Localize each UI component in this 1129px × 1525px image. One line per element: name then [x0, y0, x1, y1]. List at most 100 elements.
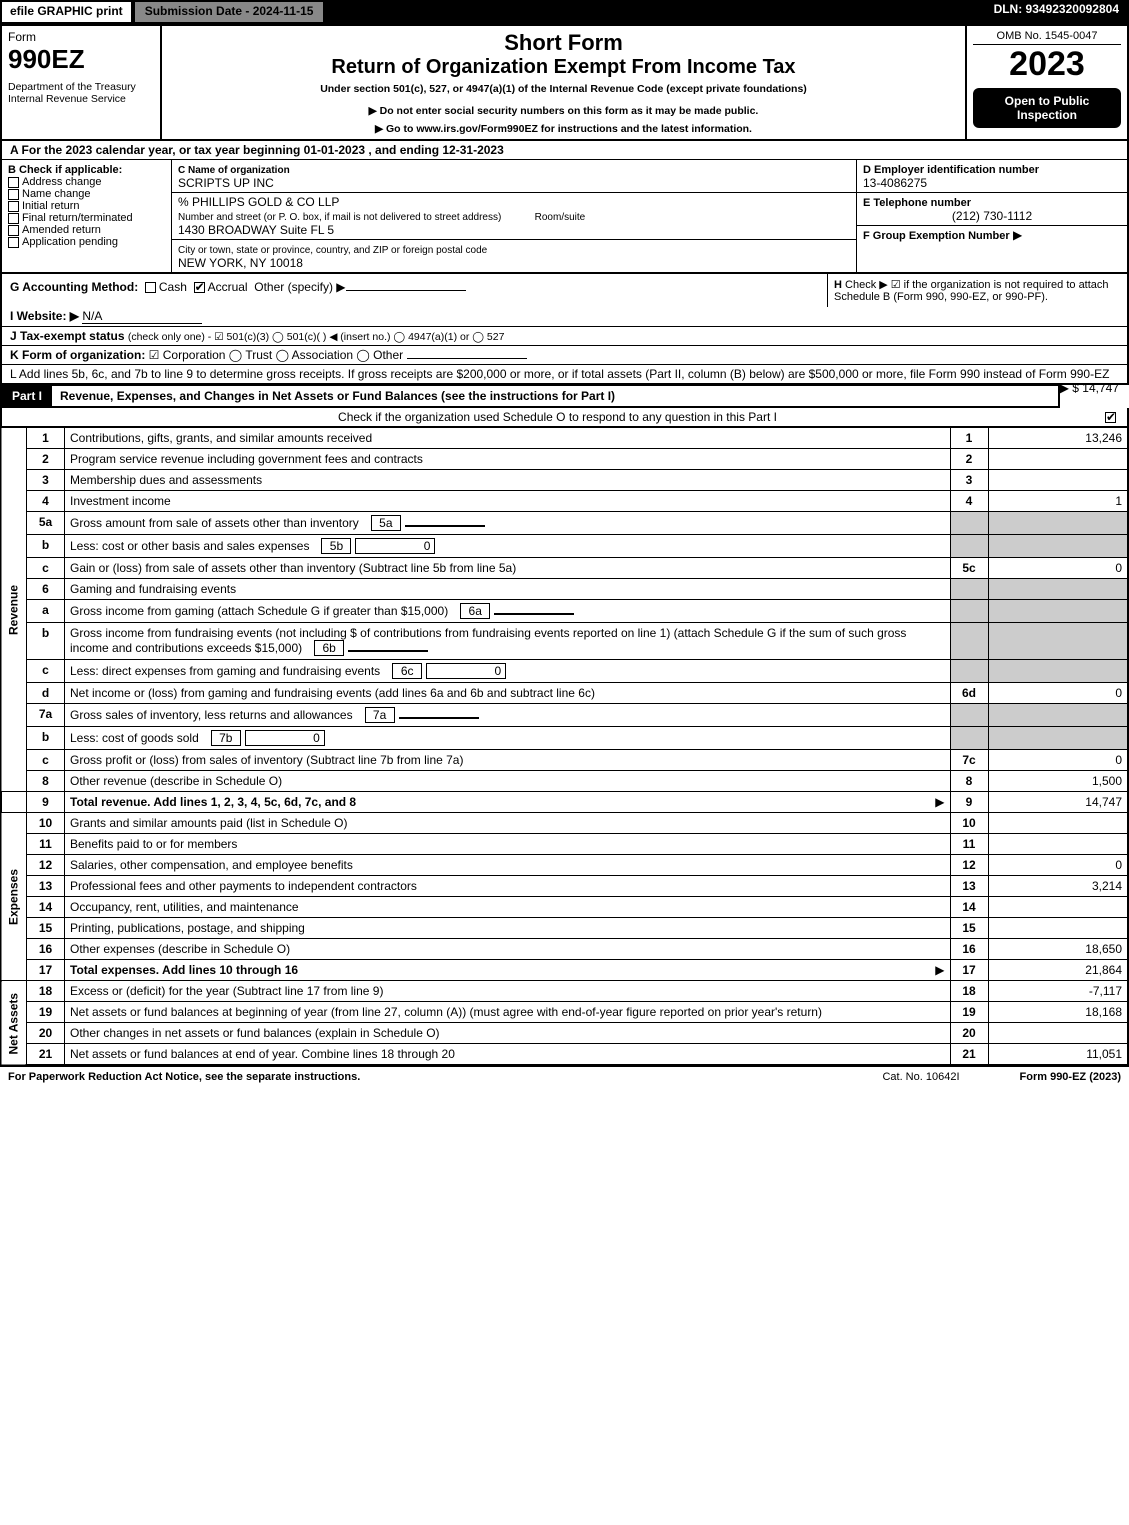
footer-form-ref: Form 990-EZ (2023)	[1020, 1071, 1121, 1083]
desc-10: Grants and similar amounts paid (list in…	[70, 816, 347, 830]
part-1-label: Part I	[2, 386, 52, 406]
desc-5c: Gain or (loss) from sale of assets other…	[70, 561, 516, 575]
c-label: C Name of organization	[178, 165, 290, 176]
city-state-zip: NEW YORK, NY 10018	[178, 256, 303, 270]
g-label: G Accounting Method:	[10, 280, 138, 294]
addr-label: Number and street (or P. O. box, if mail…	[178, 212, 501, 223]
goto-link[interactable]: ▶ Go to www.irs.gov/Form990EZ for instru…	[168, 123, 959, 135]
section-k: K Form of organization: ☑ Corporation ◯ …	[0, 346, 1129, 365]
netassets-label: Net Assets	[1, 981, 27, 1066]
efile-label[interactable]: efile GRAPHIC print	[0, 0, 133, 24]
room-label: Room/suite	[535, 212, 586, 223]
l-amount: ▶ $ 14,747	[1060, 381, 1119, 395]
part-1-table: Revenue 1 Contributions, gifts, grants, …	[0, 427, 1129, 1066]
b-label: B Check if applicable:	[8, 164, 165, 176]
footer-left: For Paperwork Reduction Act Notice, see …	[8, 1071, 360, 1083]
section-i: I Website: ▶ N/A	[0, 307, 1129, 327]
omb-number: OMB No. 1545-0047	[973, 30, 1121, 45]
desc-14: Occupancy, rent, utilities, and maintena…	[70, 900, 299, 914]
ein: 13-4086275	[863, 176, 927, 190]
ssn-warning: ▶ Do not enter social security numbers o…	[168, 105, 959, 117]
desc-6b: Gross income from fundraising events (no…	[70, 626, 906, 655]
checkbox-accrual[interactable]	[194, 282, 205, 293]
b-opt-address: Address change	[8, 176, 165, 188]
h-label: H	[834, 279, 842, 291]
section-a-block: A For the 2023 calendar year, or tax yea…	[0, 141, 1129, 274]
b-opt-pending: Application pending	[8, 236, 165, 248]
org-name: SCRIPTS UP INC	[178, 176, 274, 190]
j-label: J Tax-exempt status	[10, 329, 125, 343]
section-j: J Tax-exempt status (check only one) - ☑…	[0, 327, 1129, 346]
j-text: (check only one) - ☑ 501(c)(3) ◯ 501(c)(…	[128, 331, 505, 343]
irs-label: Internal Revenue Service	[8, 93, 154, 105]
e-label: E Telephone number	[863, 197, 971, 209]
form-header: Form 990EZ Department of the Treasury In…	[0, 24, 1129, 141]
revenue-label: Revenue	[1, 428, 27, 792]
desc-5a: Gross amount from sale of assets other t…	[70, 516, 359, 530]
box-1: 1	[950, 428, 988, 449]
desc-6: Gaming and fundraising events	[70, 582, 236, 596]
desc-2: Program service revenue including govern…	[70, 452, 423, 466]
b-opt-final: Final return/terminated	[8, 212, 165, 224]
l-text: L Add lines 5b, 6c, and 7b to line 9 to …	[10, 367, 1109, 381]
section-g: G Accounting Method: Cash Accrual Other …	[2, 274, 827, 307]
i-label: I Website: ▶	[10, 309, 79, 323]
checkbox-initial-return[interactable]	[8, 201, 19, 212]
street-address: 1430 BROADWAY Suite FL 5	[178, 223, 334, 237]
f-arrow: ▶	[1013, 228, 1022, 242]
open-to-public: Open to Public Inspection	[973, 88, 1121, 128]
desc-7b: Less: cost of goods sold	[70, 731, 199, 745]
desc-20: Other changes in net assets or fund bala…	[70, 1026, 440, 1040]
b-opt-initial: Initial return	[8, 200, 165, 212]
part-1-check-row: Check if the organization used Schedule …	[0, 408, 1129, 427]
h-text: Check ▶ ☑ if the organization is not req…	[834, 279, 1109, 303]
checkbox-application-pending[interactable]	[8, 237, 19, 248]
top-bar: efile GRAPHIC print Submission Date - 20…	[0, 0, 1129, 24]
desc-12: Salaries, other compensation, and employ…	[70, 858, 353, 872]
desc-6d: Net income or (loss) from gaming and fun…	[70, 686, 595, 700]
desc-11: Benefits paid to or for members	[70, 837, 237, 851]
part-1-title: Revenue, Expenses, and Changes in Net As…	[52, 386, 623, 406]
desc-4: Investment income	[70, 494, 171, 508]
website-value: N/A	[82, 309, 202, 324]
desc-7c: Gross profit or (loss) from sales of inv…	[70, 753, 463, 767]
dept-treasury: Department of the Treasury	[8, 81, 154, 93]
desc-17: Total expenses. Add lines 10 through 16	[70, 963, 298, 977]
other-specify-input[interactable]	[346, 290, 466, 291]
checkbox-schedule-o[interactable]	[1105, 412, 1116, 423]
checkbox-address-change[interactable]	[8, 177, 19, 188]
checkbox-name-change[interactable]	[8, 189, 19, 200]
desc-21: Net assets or fund balances at end of ye…	[70, 1047, 455, 1061]
desc-6c: Less: direct expenses from gaming and fu…	[70, 664, 380, 678]
line-a: A For the 2023 calendar year, or tax yea…	[2, 141, 1127, 159]
section-def: D Employer identification number 13-4086…	[857, 160, 1127, 272]
section-c: C Name of organization SCRIPTS UP INC % …	[172, 160, 857, 272]
k-text: ☑ Corporation ◯ Trust ◯ Association ◯ Ot…	[149, 348, 403, 362]
page-footer: For Paperwork Reduction Act Notice, see …	[0, 1066, 1129, 1087]
checkbox-final-return[interactable]	[8, 213, 19, 224]
f-label: F Group Exemption Number	[863, 230, 1010, 242]
desc-9: Total revenue. Add lines 1, 2, 3, 4, 5c,…	[70, 795, 356, 809]
section-l: L Add lines 5b, 6c, and 7b to line 9 to …	[0, 365, 1129, 385]
ln-1: 1	[27, 428, 65, 449]
part-1-header: Part I Revenue, Expenses, and Changes in…	[0, 385, 1060, 408]
d-label: D Employer identification number	[863, 164, 1039, 176]
checkbox-cash[interactable]	[145, 282, 156, 293]
section-h: H Check ▶ ☑ if the organization is not r…	[827, 274, 1127, 307]
desc-16: Other expenses (describe in Schedule O)	[70, 942, 290, 956]
desc-13: Professional fees and other payments to …	[70, 879, 417, 893]
checkbox-amended-return[interactable]	[8, 225, 19, 236]
k-label: K Form of organization:	[10, 348, 145, 362]
care-of: % PHILLIPS GOLD & CO LLP	[178, 195, 339, 209]
part-1-check-text: Check if the organization used Schedule …	[338, 410, 777, 424]
title-short-form: Short Form	[168, 30, 959, 56]
form-label: Form	[8, 30, 154, 44]
telephone: (212) 730-1112	[863, 209, 1121, 223]
desc-5b: Less: cost or other basis and sales expe…	[70, 539, 309, 553]
desc-7a: Gross sales of inventory, less returns a…	[70, 708, 353, 722]
desc-8: Other revenue (describe in Schedule O)	[70, 774, 282, 788]
title-main: Return of Organization Exempt From Incom…	[168, 56, 959, 79]
section-b: B Check if applicable: Address change Na…	[2, 160, 172, 272]
desc-18: Excess or (deficit) for the year (Subtra…	[70, 984, 383, 998]
k-other-input[interactable]	[407, 358, 527, 359]
